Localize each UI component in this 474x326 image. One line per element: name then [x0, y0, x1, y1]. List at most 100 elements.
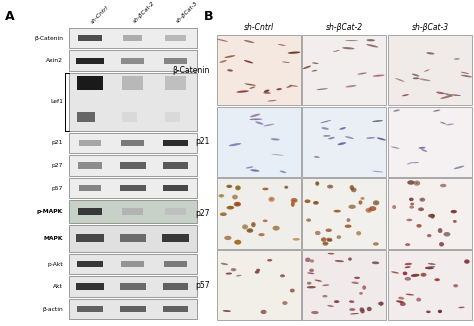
Ellipse shape	[348, 205, 356, 209]
Ellipse shape	[337, 211, 338, 212]
Bar	[302, 107, 386, 177]
Ellipse shape	[334, 210, 341, 213]
Bar	[121, 57, 145, 64]
Bar	[217, 107, 301, 177]
Ellipse shape	[313, 201, 319, 205]
Ellipse shape	[395, 78, 405, 82]
Ellipse shape	[236, 203, 238, 205]
Bar	[80, 140, 101, 146]
Ellipse shape	[421, 199, 423, 200]
Ellipse shape	[321, 127, 329, 130]
Ellipse shape	[255, 122, 264, 125]
Bar	[122, 208, 143, 215]
Ellipse shape	[419, 147, 426, 149]
Ellipse shape	[236, 275, 242, 276]
Ellipse shape	[227, 69, 233, 72]
Bar	[302, 35, 386, 105]
Bar	[78, 208, 102, 215]
Ellipse shape	[453, 220, 456, 223]
Ellipse shape	[464, 259, 470, 264]
Ellipse shape	[426, 52, 434, 54]
Ellipse shape	[255, 119, 256, 120]
Ellipse shape	[406, 294, 414, 295]
Ellipse shape	[256, 272, 258, 273]
Ellipse shape	[246, 167, 254, 169]
Ellipse shape	[231, 268, 237, 271]
Bar	[163, 306, 188, 312]
Ellipse shape	[439, 311, 441, 312]
Ellipse shape	[466, 261, 468, 262]
Ellipse shape	[445, 93, 453, 97]
Ellipse shape	[227, 206, 234, 209]
Ellipse shape	[317, 88, 328, 90]
Ellipse shape	[346, 85, 356, 87]
Ellipse shape	[306, 218, 311, 222]
Ellipse shape	[354, 277, 360, 279]
Ellipse shape	[315, 181, 319, 186]
Ellipse shape	[327, 305, 334, 307]
Ellipse shape	[293, 200, 295, 201]
Ellipse shape	[312, 62, 319, 64]
Ellipse shape	[416, 224, 422, 228]
Ellipse shape	[372, 171, 383, 172]
Ellipse shape	[373, 75, 384, 77]
Ellipse shape	[321, 237, 327, 242]
Bar	[164, 57, 187, 64]
Bar	[388, 250, 472, 320]
Ellipse shape	[267, 100, 277, 101]
Ellipse shape	[406, 219, 412, 221]
Bar	[120, 234, 146, 242]
Ellipse shape	[369, 206, 376, 211]
Text: p21: p21	[196, 137, 210, 146]
Ellipse shape	[420, 209, 422, 210]
Bar	[77, 306, 103, 312]
Ellipse shape	[451, 210, 457, 213]
Ellipse shape	[317, 183, 318, 184]
Ellipse shape	[315, 280, 322, 282]
Ellipse shape	[440, 122, 446, 124]
Ellipse shape	[453, 211, 455, 212]
Ellipse shape	[237, 187, 239, 188]
Ellipse shape	[377, 138, 386, 141]
Ellipse shape	[221, 263, 228, 265]
Ellipse shape	[407, 162, 413, 165]
Bar	[217, 178, 301, 249]
Ellipse shape	[454, 166, 465, 169]
Ellipse shape	[233, 269, 234, 270]
Text: Lef1: Lef1	[50, 99, 63, 104]
Ellipse shape	[416, 298, 421, 302]
Ellipse shape	[458, 307, 465, 308]
Ellipse shape	[402, 94, 409, 96]
Ellipse shape	[336, 301, 337, 302]
Bar	[121, 140, 145, 146]
Ellipse shape	[220, 212, 227, 216]
Ellipse shape	[304, 200, 310, 203]
Ellipse shape	[378, 75, 379, 76]
Ellipse shape	[219, 60, 227, 63]
Ellipse shape	[256, 269, 260, 272]
Ellipse shape	[405, 277, 411, 281]
Ellipse shape	[428, 263, 436, 265]
Text: sh-βCat-3: sh-βCat-3	[175, 1, 199, 24]
Ellipse shape	[348, 258, 352, 261]
Ellipse shape	[342, 128, 343, 129]
Ellipse shape	[372, 261, 379, 264]
Ellipse shape	[373, 242, 379, 245]
Ellipse shape	[334, 300, 339, 303]
Bar	[69, 178, 197, 198]
Ellipse shape	[288, 52, 301, 54]
Ellipse shape	[242, 224, 248, 230]
Bar	[69, 254, 197, 274]
Ellipse shape	[227, 206, 234, 209]
Ellipse shape	[286, 85, 292, 88]
Ellipse shape	[413, 77, 419, 79]
Ellipse shape	[237, 90, 249, 93]
Ellipse shape	[326, 238, 332, 241]
Bar	[69, 276, 197, 297]
Ellipse shape	[410, 205, 414, 209]
Text: sh-Cntrl: sh-Cntrl	[90, 5, 110, 24]
Ellipse shape	[429, 266, 435, 268]
Ellipse shape	[440, 96, 452, 99]
Text: p57: p57	[195, 281, 210, 290]
Ellipse shape	[359, 292, 363, 295]
